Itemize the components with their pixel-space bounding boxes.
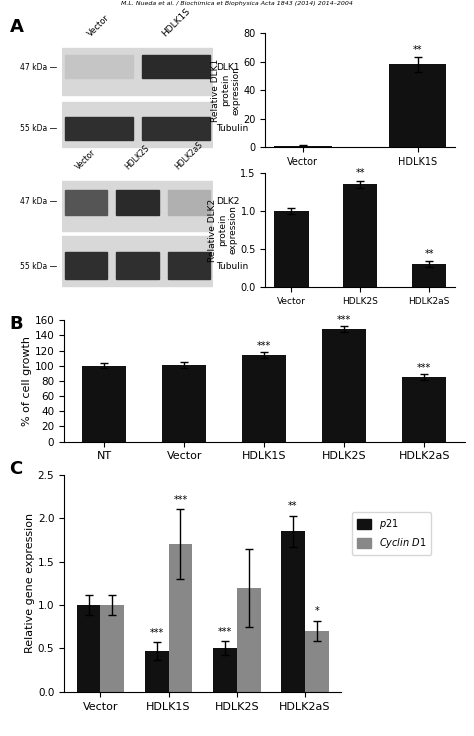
Text: Vector: Vector [74,147,98,171]
Text: Vector: Vector [86,13,111,39]
Text: ***: *** [257,341,272,350]
Bar [169,544,192,692]
Text: A: A [9,18,23,36]
Bar [62,49,213,96]
Y-axis label: Relative DLK1
protein
expression: Relative DLK1 protein expression [211,59,241,121]
Bar [237,587,261,692]
Y-axis label: Relative DLK2
protein
expression: Relative DLK2 protein expression [208,199,237,261]
Bar [64,191,107,216]
Text: HDLK1S: HDLK1S [160,7,192,39]
Text: 55 kDa —: 55 kDa — [20,124,57,133]
Text: **: ** [356,169,365,178]
Bar [142,55,210,78]
Text: ***: *** [173,495,188,505]
Bar [162,365,206,442]
Text: B: B [9,315,23,333]
Text: 47 kDa —: 47 kDa — [20,63,57,72]
Text: DLK2: DLK2 [216,197,240,206]
Bar [213,648,237,692]
Bar [64,117,133,140]
Bar [82,366,126,442]
Bar [100,605,124,692]
Text: **: ** [413,45,422,55]
Bar [305,631,328,692]
Bar [77,605,100,692]
Legend: $p21$, $Cyclin$ $D1$: $p21$, $Cyclin$ $D1$ [352,512,431,555]
Bar [62,236,213,286]
Bar [274,146,331,147]
Bar [168,191,210,216]
Text: Tubulin: Tubulin [216,124,248,133]
Y-axis label: Relative gene expression: Relative gene expression [25,513,35,654]
Text: M.L. Nueda et al. / Biochimica et Biophysica Acta 1843 (2014) 2014–2004: M.L. Nueda et al. / Biochimica et Biophy… [121,1,353,7]
Bar [168,252,210,280]
Bar [142,117,210,140]
Text: ***: *** [417,363,431,372]
Text: ***: *** [149,628,164,638]
Text: ***: *** [218,627,232,637]
Bar [389,65,447,147]
Bar [242,355,286,442]
Bar [62,181,213,231]
Bar [281,531,305,692]
Bar [116,252,159,280]
Text: 47 kDa —: 47 kDa — [20,197,57,206]
Bar [402,377,447,442]
Text: C: C [9,460,23,478]
Bar [274,211,309,287]
Text: 55 kDa —: 55 kDa — [20,262,57,272]
Text: ***: *** [337,315,351,325]
Text: HDLK2aS: HDLK2aS [173,140,205,171]
Bar [62,102,213,146]
Bar [412,264,447,287]
Bar [343,185,377,287]
Bar [116,191,159,216]
Text: DLK1: DLK1 [216,63,240,72]
Bar [64,55,133,78]
Text: *: * [314,606,319,616]
Text: **: ** [424,249,434,259]
Bar [64,252,107,280]
Text: Tubulin: Tubulin [216,262,248,272]
Y-axis label: % of cell growth: % of cell growth [22,336,32,426]
Text: HDLK2S: HDLK2S [124,143,151,171]
Text: **: ** [288,501,298,512]
Bar [322,329,366,442]
Bar [145,651,169,692]
